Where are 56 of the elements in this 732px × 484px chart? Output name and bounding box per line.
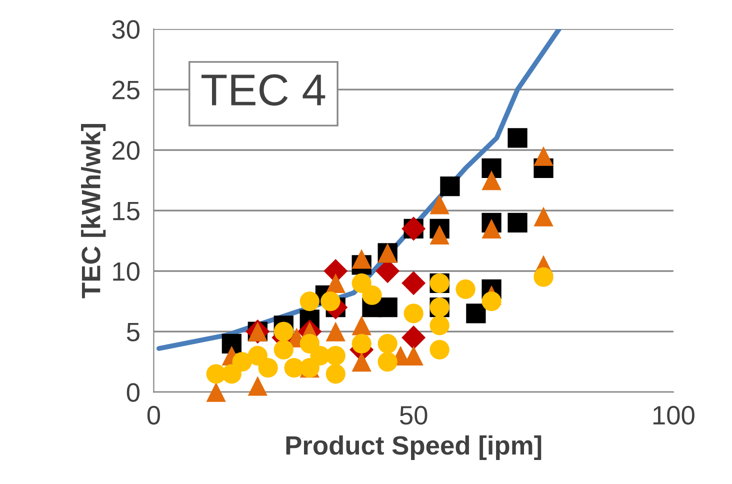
point [352,273,372,293]
y-axis-title: TEC [kWh/wk] [81,124,106,298]
point [378,298,398,318]
y-tick-label: 5 [126,322,140,342]
point [430,340,450,360]
point [352,334,372,354]
point [402,271,426,296]
point [402,326,426,350]
y-tick-label: 30 [112,20,140,39]
point [456,279,476,300]
point [274,322,294,342]
point [362,285,382,306]
point [206,382,226,402]
point [326,273,346,293]
point [222,334,242,354]
point [430,224,450,245]
x-tick-label: 0 [147,406,160,425]
point [440,176,460,196]
point [232,352,252,372]
y-tick-label: 25 [112,80,140,100]
point [326,364,346,384]
point [248,376,268,396]
x-axis-title: Product Speed [ipm] [286,435,542,460]
y-tick-label: 10 [113,262,140,281]
point [248,346,268,366]
point [300,334,320,354]
point [320,291,340,312]
point [482,170,502,190]
point [378,352,398,372]
point [378,334,398,354]
point [326,346,346,366]
annotation: TEC 4 [201,74,326,106]
point [326,322,346,342]
y-tick-label: 0 [126,383,140,402]
point [352,352,372,372]
point [534,206,554,226]
point [534,267,554,287]
point [352,249,372,269]
point [300,291,320,312]
point [534,146,554,166]
point [508,128,528,148]
point [508,212,528,232]
point [482,218,502,239]
point [430,316,450,336]
point [482,158,502,178]
point [430,194,450,214]
x-tick-label: 100 [653,406,694,425]
point [352,316,372,336]
point [466,304,486,324]
y-tick-label: 15 [113,202,140,220]
point [274,340,294,360]
x-tick-label: 50 [400,406,428,425]
point [404,304,424,324]
y-tick-label: 20 [112,141,140,160]
point [222,364,242,384]
point [258,358,278,378]
